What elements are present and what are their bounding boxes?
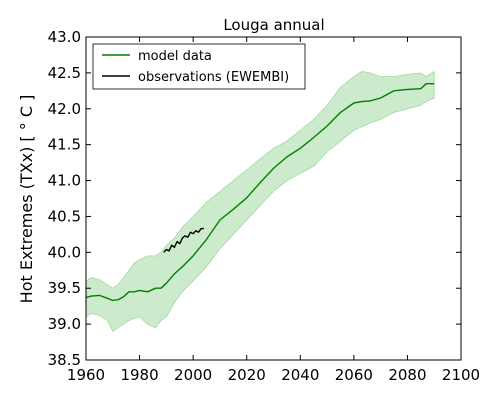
y-tick-label: 40.0	[48, 243, 81, 261]
y-tick-label: 42.0	[48, 100, 81, 118]
y-tick-label: 41.5	[48, 136, 81, 154]
legend-label-model-data: model data	[138, 49, 212, 64]
axes: 1960 1980 2000 2020 2040 2060 2080 2100 38.5 39.0…	[48, 28, 481, 384]
x-tick-label: 1980	[120, 366, 158, 384]
y-tick-label: 39.0	[48, 315, 81, 333]
legend-box	[92, 43, 306, 90]
x-tick-label: 1960	[67, 366, 105, 384]
plot-area	[85, 70, 435, 332]
x-tick-label: 2000	[174, 366, 212, 384]
y-axis-label: Hot Extremes (TXx) [ ° C ]	[17, 95, 36, 304]
series-line-model-data	[85, 82, 435, 302]
y-tick-label: 43.0	[48, 28, 81, 46]
chart-title: Louga annual	[223, 16, 324, 34]
x-tick-label: 2100	[442, 366, 480, 384]
y-tick-label: 42.5	[48, 64, 81, 82]
series-line-observations	[163, 227, 204, 253]
y-tick-label: 40.5	[48, 207, 81, 225]
y-tick-label: 41.0	[48, 172, 81, 190]
y-tick-label: 38.5	[48, 351, 81, 369]
x-tick-label: 2040	[281, 366, 319, 384]
y-tick-label: 39.5	[48, 279, 81, 297]
model-range-band	[85, 70, 435, 332]
x-tick-label: 2080	[388, 366, 426, 384]
plot-frame	[85, 36, 462, 361]
legend-label-observations: observations (EWEMBI)	[138, 70, 289, 85]
x-tick-label: 2060	[335, 366, 373, 384]
legend: model data observations (EWEMBI)	[92, 43, 306, 90]
x-tick-label: 2020	[228, 366, 266, 384]
